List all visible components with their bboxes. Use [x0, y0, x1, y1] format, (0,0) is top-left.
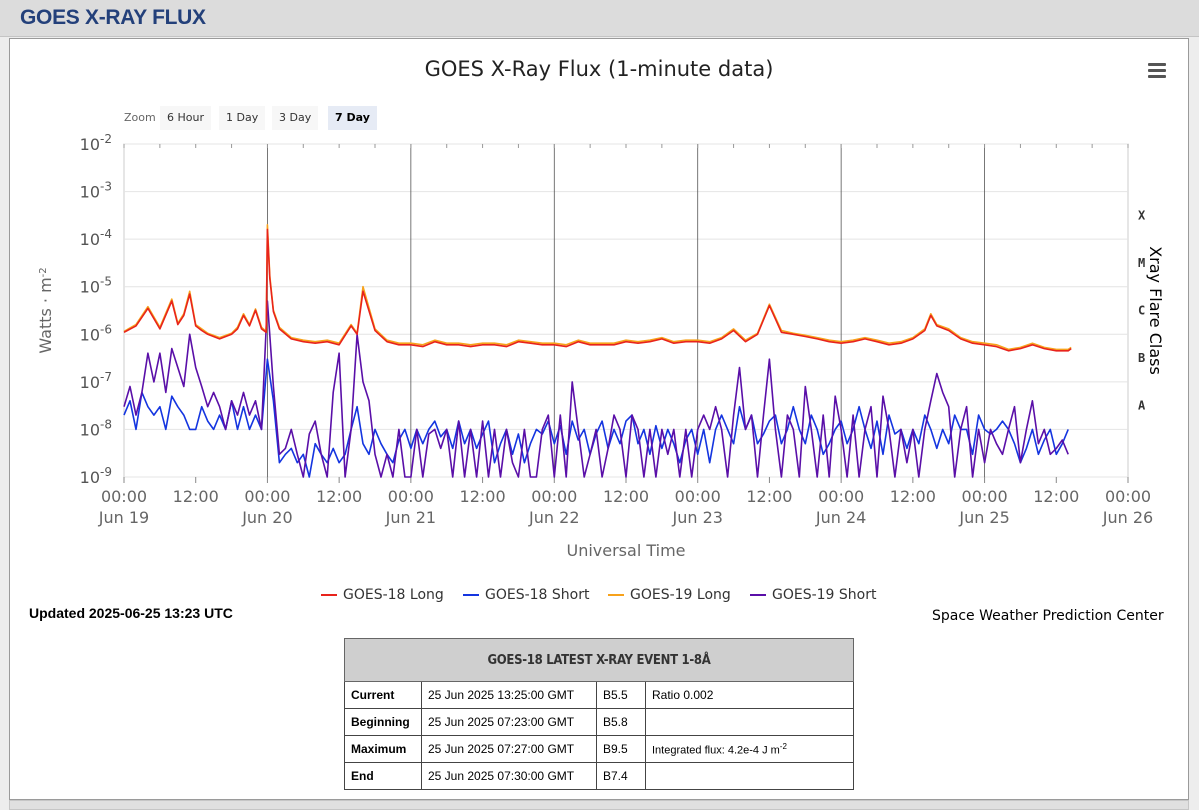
x-tick-time: 12:00: [316, 487, 362, 506]
y-tick-label: 10-7: [80, 370, 112, 392]
y-tick-label: 10-9: [80, 465, 112, 487]
event-row-note: [645, 762, 854, 790]
chart-panel: GOES X-Ray Flux (1-minute data) 10-2 10-3 1…: [9, 38, 1189, 800]
event-row-class: B7.4: [596, 762, 646, 790]
event-row-note: Integrated flux: 4.2e-4 J m-2: [645, 735, 854, 763]
event-row-class: B5.5: [596, 681, 646, 709]
legend-label: GOES-19 Short: [772, 587, 877, 603]
flare-class-label: C: [1138, 304, 1145, 318]
legend-label: GOES-19 Long: [630, 587, 731, 603]
x-tick-time: 00:00: [531, 487, 577, 506]
latest-event-table: GOES-18 LATEST X-RAY EVENT 1-8Å Current …: [344, 638, 854, 790]
x-tick-time: 12:00: [1033, 487, 1079, 506]
y-tick-label: 10-5: [80, 275, 112, 297]
x-tick-date: Jun 19: [98, 508, 149, 527]
x-tick-time: 00:00: [1105, 487, 1151, 506]
event-row-class: B5.8: [596, 708, 646, 736]
event-row-time: 25 Jun 2025 07:27:00 GMT: [421, 735, 597, 763]
y-tick-label: 10-6: [80, 322, 112, 344]
chart-menu-icon[interactable]: [1148, 63, 1166, 79]
table-row: Beginning 25 Jun 2025 07:23:00 GMT B5.8: [344, 708, 854, 736]
integrated-flux-exponent: -2: [779, 741, 787, 751]
x-tick-time: 00:00: [675, 487, 721, 506]
x-tick-date: Jun 20: [241, 508, 292, 527]
y-axis-title: Watts · m-2: [36, 267, 55, 353]
x-tick-time: 00:00: [101, 487, 147, 506]
x-tick-date: Jun 24: [815, 508, 866, 527]
event-row-time: 25 Jun 2025 07:30:00 GMT: [421, 762, 597, 790]
x-tick-time: 00:00: [388, 487, 434, 506]
legend-label: GOES-18 Long: [343, 587, 444, 603]
zoom-3-day-button[interactable]: 3 Day: [272, 106, 319, 130]
event-table-title: GOES-18 LATEST X-RAY EVENT 1-8Å: [344, 638, 854, 682]
legend-item-goes18-long[interactable]: GOES-18 Long: [321, 587, 444, 603]
table-row: Maximum 25 Jun 2025 07:27:00 GMT B9.5 In…: [344, 735, 854, 763]
x-tick-time: 00:00: [962, 487, 1008, 506]
zoom-1-day-button[interactable]: 1 Day: [219, 106, 266, 130]
y-tick-label: 10-3: [80, 180, 112, 202]
x-axis-title: Universal Time: [566, 541, 685, 560]
event-row-time: 25 Jun 2025 07:23:00 GMT: [421, 708, 597, 736]
x-tick-time: 12:00: [460, 487, 506, 506]
event-row-note: Ratio 0.002: [645, 681, 854, 709]
series-line-goes-19-short: [123, 300, 1069, 478]
zoom-label: Zoom: [124, 111, 156, 124]
legend-swatch: [750, 594, 766, 596]
integrated-flux-text: Integrated flux: 4.2e-4 J m: [652, 744, 780, 757]
x-tick-time: 00:00: [818, 487, 864, 506]
legend-item-goes19-short[interactable]: GOES-19 Short: [750, 587, 877, 603]
page-heading: GOES X-RAY FLUX: [20, 6, 206, 29]
event-row-label: Maximum: [344, 735, 422, 763]
flare-class-label: X: [1138, 208, 1146, 222]
legend-item-goes18-short[interactable]: GOES-18 Short: [463, 587, 590, 603]
y-tick-label: 10-2: [80, 132, 112, 154]
chart-title: GOES X-Ray Flux (1-minute data): [425, 57, 774, 81]
event-row-label: Beginning: [344, 708, 422, 736]
x-tick-date: Jun 21: [385, 508, 436, 527]
chart-credit[interactable]: Space Weather Prediction Center: [932, 608, 1164, 624]
legend-label: GOES-18 Short: [485, 587, 590, 603]
x-tick-time: 12:00: [746, 487, 792, 506]
legend-swatch: [321, 594, 337, 596]
chart-legend: GOES-18 Long GOES-18 Short GOES-19 Long …: [310, 587, 890, 607]
event-row-note: [645, 708, 854, 736]
x-tick-time: 00:00: [244, 487, 290, 506]
updated-timestamp: Updated 2025-06-25 13:23 UTC: [29, 605, 233, 621]
x-tick-time: 12:00: [890, 487, 936, 506]
flare-class-label: B: [1138, 351, 1145, 365]
legend-swatch: [608, 594, 624, 596]
x-tick-date: Jun 23: [671, 508, 722, 527]
table-row: End 25 Jun 2025 07:30:00 GMT B7.4: [344, 762, 854, 790]
y-tick-label: 10-8: [80, 417, 112, 439]
legend-item-goes19-long[interactable]: GOES-19 Long: [608, 587, 731, 603]
x-tick-date: Jun 22: [528, 508, 579, 527]
x-tick-time: 12:00: [173, 487, 219, 506]
zoom-7-day-button[interactable]: 7 Day: [328, 106, 377, 130]
series-line-goes-18-long: [123, 228, 1072, 352]
x-tick-date: Jun 25: [958, 508, 1009, 527]
y2-axis-title: Xray Flare Class: [1146, 246, 1165, 375]
y-tick-label: 10-4: [80, 227, 112, 249]
page-header: GOES X-RAY FLUX: [0, 0, 1199, 37]
flare-class-label: M: [1138, 256, 1145, 270]
flare-class-label: A: [1138, 399, 1146, 413]
legend-swatch: [463, 594, 479, 596]
event-row-class: B9.5: [596, 735, 646, 763]
xray-flux-chart: GOES X-Ray Flux (1-minute data) 10-2 10-3 1…: [36, 57, 1165, 560]
zoom-6-hour-button[interactable]: 6 Hour: [160, 106, 211, 130]
event-row-time: 25 Jun 2025 13:25:00 GMT: [421, 681, 597, 709]
event-row-label: End: [344, 762, 422, 790]
footer-bar: [9, 800, 1189, 810]
x-tick-time: 12:00: [603, 487, 649, 506]
table-row: Current 25 Jun 2025 13:25:00 GMT B5.5 Ra…: [344, 681, 854, 709]
x-tick-date: Jun 26: [1102, 508, 1153, 527]
event-row-label: Current: [344, 681, 422, 709]
